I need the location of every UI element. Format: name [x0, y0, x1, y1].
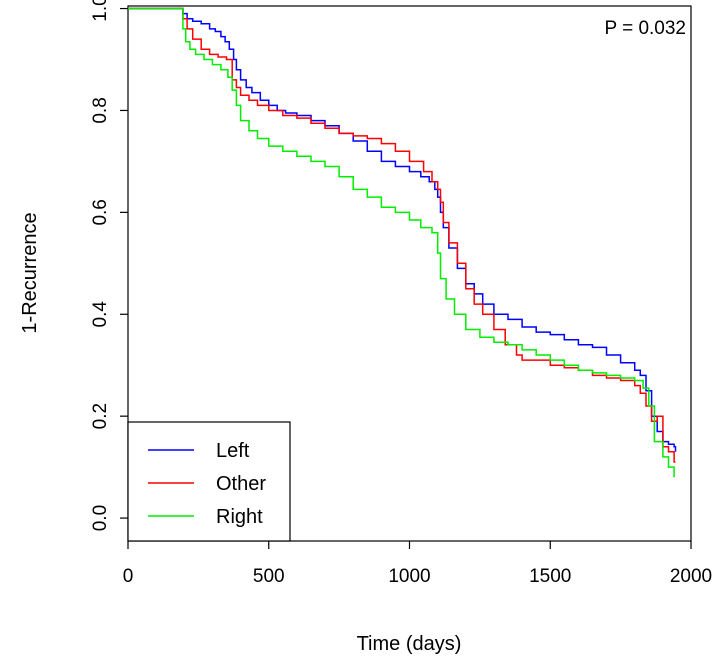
- x-tick-label: 1500: [529, 566, 571, 587]
- p-value-annotation: P = 0.032: [604, 18, 686, 39]
- legend: Left Other Right: [127, 421, 291, 542]
- legend-box: [127, 421, 291, 542]
- y-tick-label: 0.2: [90, 403, 111, 429]
- y-tick-label: 0.6: [90, 199, 111, 225]
- legend-label-right: Right: [216, 506, 263, 528]
- legend-label-left: Left: [216, 440, 250, 462]
- series-layer: [128, 7, 677, 478]
- series-line-right: [128, 7, 675, 478]
- x-tick-label: 2000: [670, 566, 712, 587]
- y-tick-label: 0.4: [90, 301, 111, 328]
- x-axis: 0 500 1000 1500 2000: [123, 541, 712, 587]
- x-tick-label: 1000: [388, 566, 430, 587]
- legend-label-other: Other: [216, 473, 266, 495]
- y-tick-label: 0.8: [90, 97, 111, 123]
- series-line-other: [128, 7, 676, 463]
- y-axis: 0.0 0.2 0.4 0.6 0.8 1.0: [90, 0, 128, 531]
- x-axis-title: Time (days): [357, 633, 462, 655]
- y-axis-title: 1-Recurrence: [19, 212, 41, 333]
- y-tick-label: 1.0: [90, 0, 111, 22]
- y-tick-label: 0.0: [90, 505, 111, 531]
- x-tick-label: 500: [253, 566, 285, 587]
- series-line-left: [128, 7, 677, 452]
- x-tick-label: 0: [123, 566, 134, 587]
